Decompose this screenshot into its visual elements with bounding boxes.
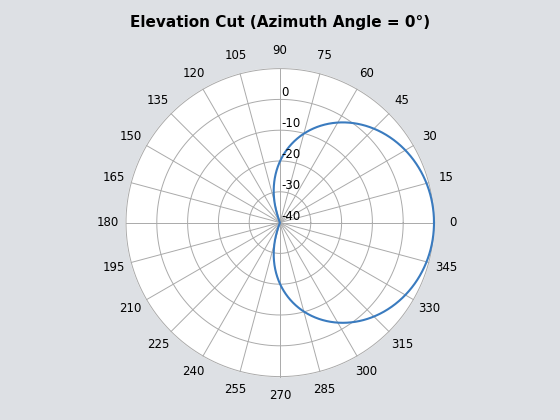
Text: 15: 15 xyxy=(439,171,454,184)
Text: -20: -20 xyxy=(282,148,301,161)
Text: 315: 315 xyxy=(391,338,413,351)
Title: Elevation Cut (Azimuth Angle = 0°): Elevation Cut (Azimuth Angle = 0°) xyxy=(130,15,430,30)
Text: 270: 270 xyxy=(269,388,291,402)
Text: 0: 0 xyxy=(282,87,289,100)
Text: 90: 90 xyxy=(273,44,287,57)
Text: 255: 255 xyxy=(224,383,246,396)
Text: 120: 120 xyxy=(183,67,205,80)
Polygon shape xyxy=(126,68,434,377)
Text: -40: -40 xyxy=(282,210,301,223)
Text: 240: 240 xyxy=(183,365,205,378)
Text: 195: 195 xyxy=(102,261,124,274)
Text: 300: 300 xyxy=(355,365,377,378)
Text: 345: 345 xyxy=(436,261,458,274)
Text: 225: 225 xyxy=(147,338,169,351)
Text: 105: 105 xyxy=(224,50,246,63)
Text: 135: 135 xyxy=(147,94,169,107)
Text: 75: 75 xyxy=(317,50,332,63)
Text: -10: -10 xyxy=(282,117,301,130)
Text: 180: 180 xyxy=(96,216,119,229)
Text: 45: 45 xyxy=(395,94,409,107)
Text: 210: 210 xyxy=(119,302,142,315)
Text: 0: 0 xyxy=(449,216,456,229)
Text: 30: 30 xyxy=(422,130,437,143)
Text: 150: 150 xyxy=(119,130,142,143)
Text: 285: 285 xyxy=(314,383,336,396)
Text: 60: 60 xyxy=(359,67,374,80)
Text: 165: 165 xyxy=(102,171,124,184)
Text: -30: -30 xyxy=(282,179,301,192)
Text: 330: 330 xyxy=(418,302,440,315)
